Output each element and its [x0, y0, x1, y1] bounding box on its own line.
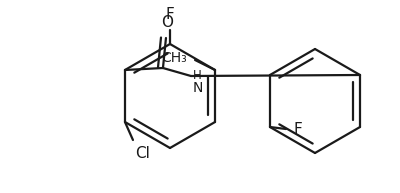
Text: CH₃: CH₃: [161, 51, 187, 65]
Text: F: F: [166, 7, 174, 22]
Text: F: F: [294, 122, 303, 136]
Text: Cl: Cl: [135, 146, 150, 161]
Text: O: O: [161, 15, 173, 30]
Text: N: N: [193, 81, 203, 95]
Text: H: H: [193, 69, 202, 82]
